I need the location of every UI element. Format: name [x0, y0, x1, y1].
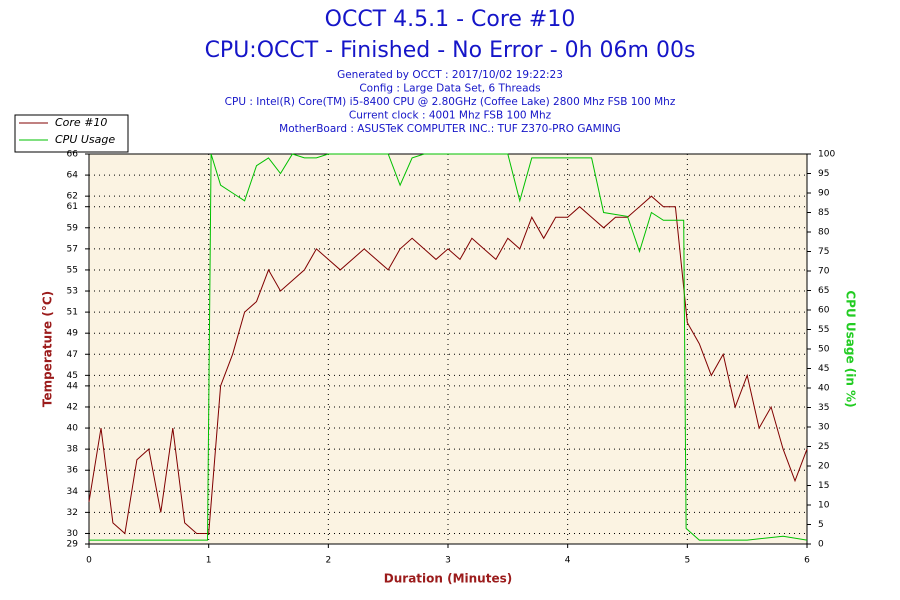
y-tick-label: 55: [67, 265, 78, 275]
y2-tick-label: 85: [818, 208, 829, 218]
y2-tick-label: 25: [818, 442, 829, 452]
y2-tick-label: 75: [818, 247, 829, 257]
info-line: MotherBoard : ASUSTeK COMPUTER INC.: TUF…: [279, 123, 621, 135]
y-axis-label: Temperature (°C): [41, 291, 55, 407]
info-line: CPU : Intel(R) Core(TM) i5-8400 CPU @ 2.…: [225, 96, 676, 108]
y2-tick-label: 100: [818, 150, 835, 160]
y-tick-label: 61: [67, 202, 78, 212]
y-tick-label: 59: [67, 223, 79, 233]
y2-tick-label: 0: [818, 540, 824, 550]
y-tick-label: 34: [67, 487, 79, 497]
y-tick-label: 53: [67, 287, 78, 297]
x-tick-label: 2: [325, 556, 331, 566]
x-axis-label: Duration (Minutes): [384, 572, 512, 586]
series-line: [88, 195, 808, 535]
x-tick-label: 1: [206, 556, 212, 566]
info-line: Current clock : 4001 Mhz FSB 100 Mhz: [349, 110, 552, 122]
y2-tick-label: 45: [818, 364, 829, 374]
chart-subtitle: CPU:OCCT - Finished - No Error - 0h 06m …: [205, 38, 696, 63]
y2-axis-label: CPU Usage (in %): [844, 290, 858, 407]
y2-tick-label: 50: [818, 345, 830, 355]
y-tick-label: 29: [67, 540, 79, 550]
x-tick-label: 3: [445, 556, 451, 566]
legend-label: Core #10: [55, 116, 107, 129]
y-tick-label: 49: [67, 329, 79, 339]
x-tick-label: 5: [684, 556, 690, 566]
x-tick-label: 0: [86, 556, 92, 566]
y-tick-label: 40: [67, 424, 79, 434]
y-tick-label: 36: [67, 466, 79, 476]
y-tick-label: 32: [67, 508, 78, 518]
y2-tick-label: 65: [818, 286, 829, 296]
x-tick-label: 4: [565, 556, 571, 566]
y2-tick-label: 20: [818, 462, 830, 472]
info-line: Generated by OCCT : 2017/10/02 19:22:23: [337, 69, 563, 81]
legend: [14, 114, 129, 153]
y2-tick-label: 70: [818, 267, 830, 277]
y-tick-label: 38: [67, 445, 79, 455]
y2-tick-label: 15: [818, 481, 829, 491]
info-line: Config : Large Data Set, 6 Threads: [359, 83, 540, 95]
y-tick-label: 45: [67, 371, 78, 381]
y2-tick-label: 35: [818, 403, 829, 413]
y-tick-label: 62: [67, 192, 78, 202]
x-tick-label: 6: [804, 556, 810, 566]
y2-tick-label: 10: [818, 501, 830, 511]
y2-tick-label: 40: [818, 384, 830, 394]
y2-tick-label: 55: [818, 325, 829, 335]
y-tick-label: 47: [67, 350, 78, 360]
y2-tick-label: 80: [818, 228, 830, 238]
y2-tick-label: 95: [818, 169, 829, 179]
y2-tick-label: 5: [818, 520, 824, 530]
y-tick-label: 64: [67, 171, 79, 181]
y-tick-label: 57: [67, 244, 78, 254]
series-line: [89, 153, 808, 541]
y-tick-label: 51: [67, 308, 78, 318]
y2-tick-label: 90: [818, 189, 830, 199]
y-tick-label: 44: [67, 381, 79, 391]
y-tick-label: 30: [67, 529, 79, 539]
y2-tick-label: 30: [818, 423, 830, 433]
legend-label: CPU Usage: [55, 133, 115, 146]
y-tick-label: 42: [67, 402, 78, 412]
y-tick-label: 66: [67, 150, 79, 160]
y2-tick-label: 60: [818, 306, 830, 316]
chart-title: OCCT 4.5.1 - Core #10: [325, 7, 576, 32]
